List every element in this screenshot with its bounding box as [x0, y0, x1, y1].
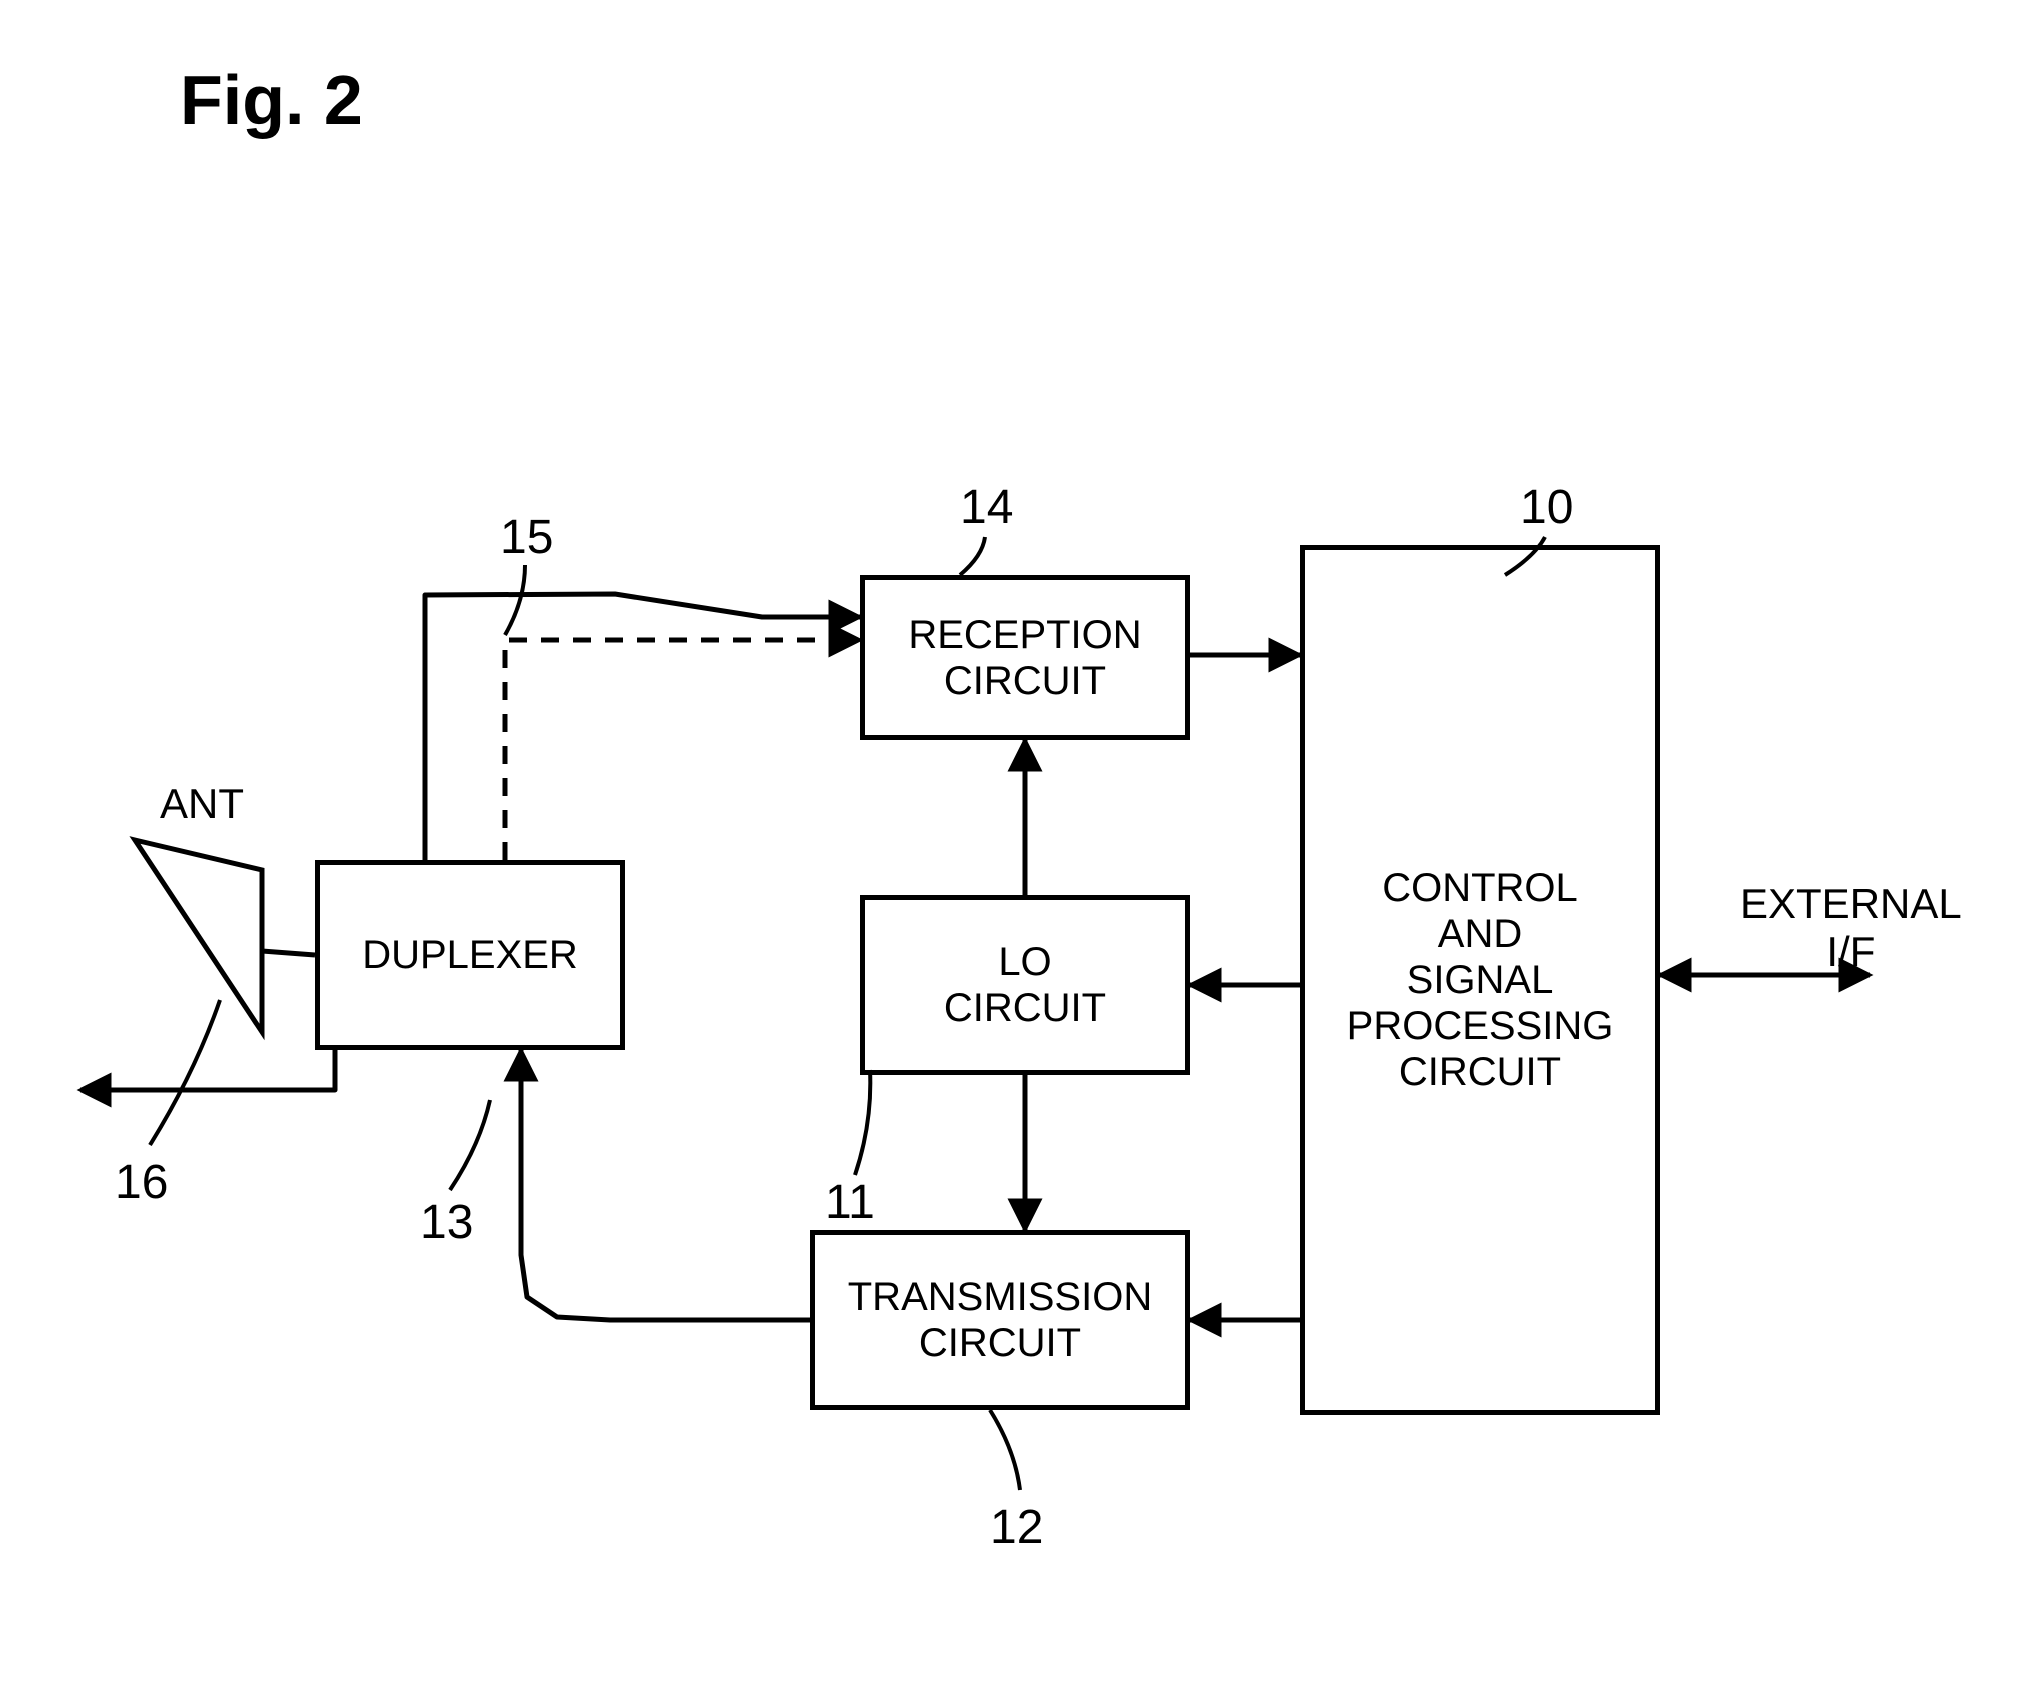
- connections-overlay: [0, 0, 2018, 1698]
- diagram-canvas: Fig. 2 RECEPTION CIRCUIT LO CIRCUIT TRAN…: [0, 0, 2018, 1698]
